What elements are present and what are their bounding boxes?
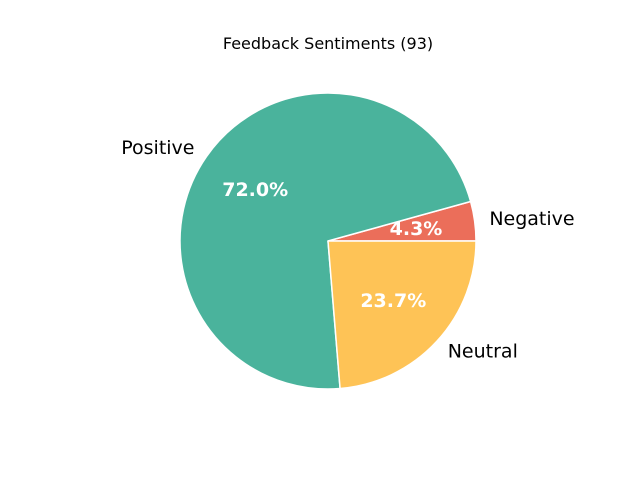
pct-label-negative: 4.3% [390, 218, 443, 240]
pie-slices [179, 92, 477, 390]
pie-slice-positive [179, 92, 472, 390]
slice-label-positive: Positive [121, 137, 194, 159]
chart-title: Feedback Sentiments (93) [223, 34, 433, 53]
slice-label-neutral: Neutral [448, 340, 518, 362]
slice-label-negative: Negative [489, 208, 574, 230]
pie-slice-neutral [327, 240, 477, 390]
pct-label-positive: 72.0% [222, 179, 288, 201]
pie-labels: Negative 4.3% Positive 72.0% Neutral 23.7% [121, 137, 574, 363]
pct-label-neutral: 23.7% [360, 290, 426, 312]
